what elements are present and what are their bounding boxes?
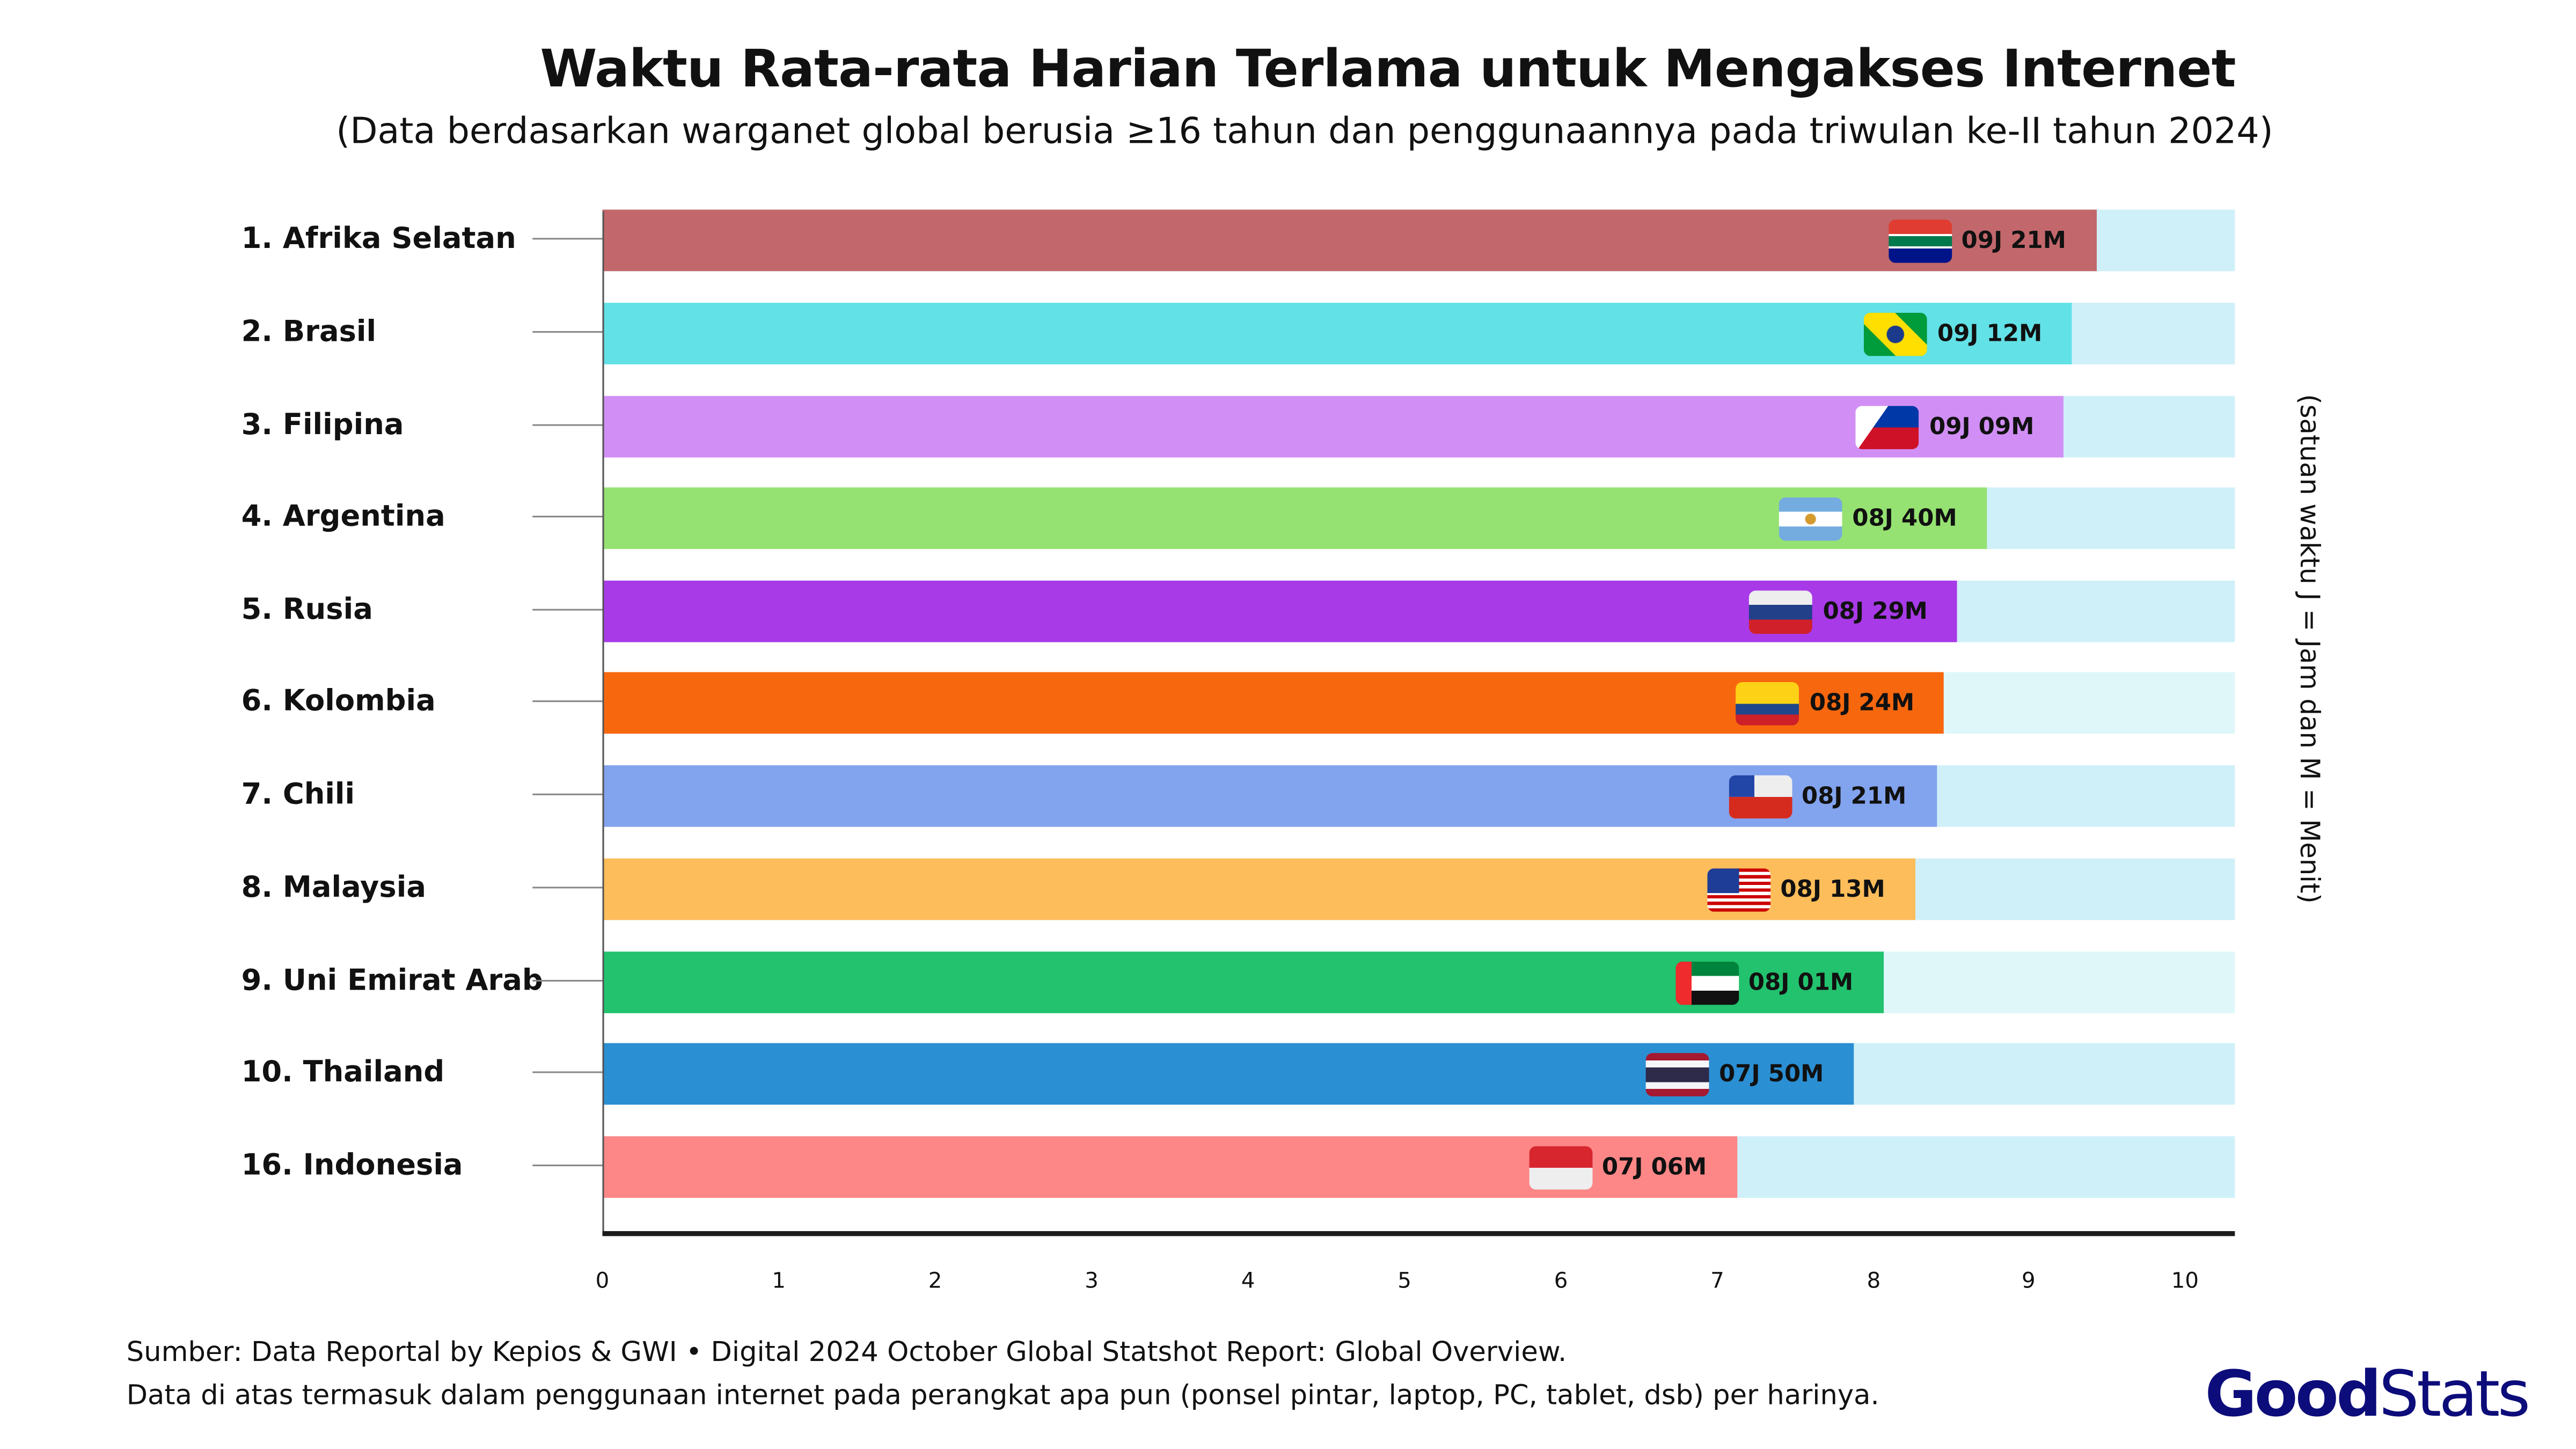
- flag-philippines-icon: [1856, 405, 1920, 449]
- flag-uae-icon: [1675, 961, 1739, 1004]
- bar-track: 08J 40M: [602, 487, 2235, 549]
- label-connector: [532, 331, 603, 333]
- category-label: 1. Afrika Selatan: [241, 223, 516, 257]
- bar-track: 08J 29M: [602, 580, 2235, 642]
- x-tick-label: 10: [2171, 1269, 2199, 1294]
- bar: [602, 1043, 1854, 1105]
- category-label: 2. Brasil: [241, 316, 377, 349]
- bar: [602, 487, 1987, 549]
- label-connector: [532, 516, 603, 518]
- x-tick-label: 6: [1554, 1269, 1568, 1294]
- logo-bold: Good: [2205, 1357, 2382, 1431]
- value-label: 08J 13M: [1780, 876, 1885, 903]
- flag-chile-icon: [1728, 774, 1792, 818]
- category-label: 6. Kolombia: [241, 685, 436, 719]
- bar-track: 08J 13M: [602, 858, 2235, 920]
- bar: [602, 952, 1883, 1013]
- x-tick-label: 9: [2022, 1269, 2036, 1294]
- x-axis-line: [602, 1231, 2235, 1236]
- value-label: 08J 29M: [1823, 598, 1928, 625]
- category-label: 7. Chili: [241, 778, 355, 812]
- flag-thailand-icon: [1645, 1052, 1709, 1096]
- source-note: Sumber: Data Reportal by Kepios & GWI • …: [126, 1336, 1567, 1368]
- category-label: 10. Thailand: [241, 1056, 445, 1090]
- bar-track: 09J 12M: [602, 303, 2235, 364]
- value-label: 09J 09M: [1929, 413, 2035, 440]
- bar-track: 09J 09M: [602, 396, 2235, 458]
- value-label: 09J 12M: [1937, 320, 2043, 347]
- flag-russia-icon: [1750, 589, 1813, 633]
- x-tick-label: 0: [595, 1269, 610, 1294]
- flag-south-africa-icon: [1888, 218, 1951, 262]
- chart-title: Waktu Rata-rata Harian Terlama untuk Men…: [540, 40, 2236, 100]
- category-label: 8. Malaysia: [241, 872, 426, 905]
- x-tick-label: 8: [1867, 1269, 1881, 1294]
- category-label: 9. Uni Emirat Arab: [241, 965, 543, 998]
- label-connector: [532, 793, 603, 795]
- value-label: 07J 50M: [1719, 1060, 1824, 1087]
- label-connector: [532, 887, 603, 889]
- value-label: 08J 21M: [1802, 782, 1907, 810]
- value-label: 08J 40M: [1852, 504, 1957, 532]
- x-tick-label: 3: [1085, 1269, 1099, 1294]
- label-connector: [532, 609, 603, 611]
- category-label: 16. Indonesia: [241, 1150, 463, 1183]
- bar-track: 08J 01M: [602, 952, 2235, 1013]
- label-connector: [532, 700, 603, 702]
- bar: [602, 209, 2096, 272]
- chart-subtitle: (Data berdasarkan warganet global berusi…: [336, 111, 2273, 153]
- goodstats-logo: GoodStats: [2205, 1357, 2531, 1431]
- bar-track: 08J 24M: [602, 672, 2235, 734]
- y-axis-line: [602, 211, 604, 1233]
- category-label: 4. Argentina: [241, 501, 445, 535]
- flag-argentina-icon: [1779, 496, 1842, 540]
- x-tick-label: 5: [1397, 1269, 1411, 1294]
- x-tick-label: 7: [1710, 1269, 1724, 1294]
- value-label: 07J 06M: [1601, 1153, 1707, 1181]
- flag-malaysia-icon: [1707, 867, 1770, 911]
- bar: [602, 396, 2065, 458]
- flag-colombia-icon: [1736, 681, 1800, 725]
- label-connector: [532, 1071, 603, 1073]
- bar: [602, 765, 1937, 827]
- bar-track: 08J 21M: [602, 765, 2235, 827]
- bar: [602, 303, 2073, 364]
- value-label: 08J 24M: [1809, 689, 1915, 716]
- value-label: 08J 01M: [1748, 969, 1854, 996]
- unit-note: (satuan waktu J = Jam dan M = Menit): [2294, 394, 2326, 904]
- label-connector: [532, 979, 603, 982]
- bar-track: 07J 50M: [602, 1043, 2235, 1105]
- label-connector: [532, 238, 603, 240]
- footnote: Data di atas termasuk dalam penggunaan i…: [126, 1379, 1879, 1411]
- flag-brazil-icon: [1864, 312, 1928, 355]
- flag-indonesia-icon: [1528, 1145, 1592, 1189]
- category-label: 5. Rusia: [241, 594, 373, 627]
- bar: [602, 580, 1958, 642]
- bar: [602, 858, 1915, 920]
- label-connector: [532, 424, 603, 426]
- x-tick-label: 4: [1241, 1269, 1255, 1294]
- bar-track: 07J 06M: [602, 1136, 2235, 1198]
- category-label: 3. Filipina: [241, 409, 404, 443]
- logo-light: Stats: [2379, 1357, 2530, 1431]
- value-label: 09J 21M: [1961, 227, 2066, 254]
- x-tick-label: 2: [928, 1269, 942, 1294]
- bar: [602, 672, 1944, 734]
- x-tick-label: 1: [772, 1269, 786, 1294]
- bar-track: 09J 21M: [602, 209, 2235, 272]
- label-connector: [532, 1165, 603, 1167]
